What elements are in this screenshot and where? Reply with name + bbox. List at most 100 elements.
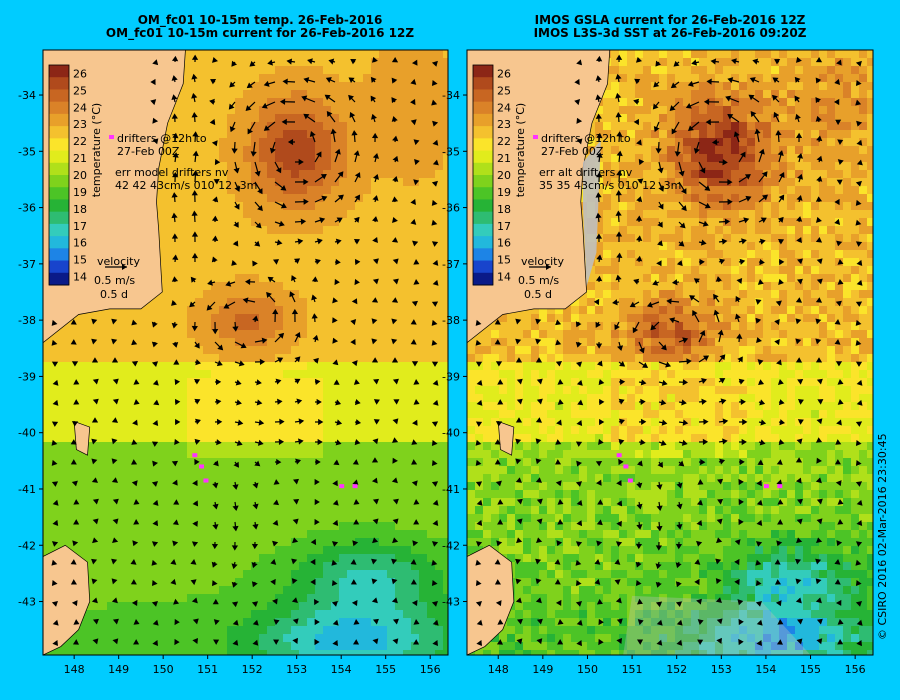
sst-cell (267, 122, 275, 130)
sst-cell (283, 290, 291, 298)
sst-cell (403, 282, 411, 290)
sst-cell (347, 474, 355, 482)
sst-cell (251, 554, 259, 562)
sst-cell (395, 570, 403, 578)
sst-cell (291, 650, 299, 655)
sst-cell (347, 450, 355, 458)
sst-cell (339, 642, 347, 650)
current-arrowhead (91, 477, 99, 483)
sst-cell (379, 154, 387, 162)
sst-cell (315, 362, 323, 370)
sst-cell (267, 434, 275, 442)
sst-cell (283, 514, 291, 522)
current-arrowhead (133, 519, 140, 525)
sst-cell (99, 354, 107, 362)
sst-cell (91, 562, 99, 570)
sst-cell (243, 218, 251, 226)
sst-cell (299, 466, 307, 474)
sst-cell (275, 530, 283, 538)
sst-cell (443, 234, 448, 242)
sst-cell (235, 522, 243, 530)
sst-cell (243, 250, 251, 258)
sst-cell (339, 154, 347, 162)
sst-cell (363, 490, 371, 498)
current-arrowhead (263, 125, 270, 131)
sst-cell (171, 202, 179, 210)
current-arrowhead (314, 478, 320, 486)
current-arrowhead (229, 126, 236, 133)
sst-cell (443, 66, 448, 74)
sst-cell (123, 538, 131, 546)
sst-cell (355, 250, 363, 258)
sst-cell (419, 202, 427, 210)
sst-cell (43, 354, 51, 362)
sst-cell (331, 234, 339, 242)
sst-cell (139, 490, 147, 498)
sst-cell (299, 650, 307, 655)
current-arrowhead (391, 77, 398, 84)
sst-cell (139, 370, 147, 378)
sst-cell (195, 330, 203, 338)
sst-cell (179, 322, 187, 330)
sst-cell (403, 210, 411, 218)
sst-cell (195, 362, 203, 370)
sst-cell (427, 458, 435, 466)
sst-cell (387, 634, 395, 642)
sst-cell (91, 586, 99, 594)
sst-cell (187, 442, 195, 450)
sst-cell (395, 450, 403, 458)
sst-cell (275, 386, 283, 394)
current-arrowhead (431, 79, 438, 86)
sst-cell (435, 410, 443, 418)
sst-cell (179, 362, 187, 370)
sst-cell (147, 354, 155, 362)
sst-cell (411, 514, 419, 522)
sst-cell (275, 546, 283, 554)
sst-cell (323, 586, 331, 594)
sst-cell (355, 450, 363, 458)
sst-cell (267, 298, 275, 306)
sst-cell (403, 474, 411, 482)
current-arrowhead (372, 438, 379, 445)
sst-cell (187, 154, 195, 162)
sst-cell (291, 346, 299, 354)
sst-cell (243, 618, 251, 626)
sst-cell (107, 594, 115, 602)
sst-cell (179, 562, 187, 570)
current-arrowhead (212, 580, 218, 587)
sst-cell (347, 634, 355, 642)
sst-cell (123, 306, 131, 314)
sst-cell (187, 354, 195, 362)
current-arrowhead (372, 153, 379, 159)
sst-cell (131, 474, 139, 482)
sst-cell (331, 322, 339, 330)
sst-cell (139, 306, 147, 314)
current-arrowhead (291, 578, 298, 585)
sst-cell (259, 66, 267, 74)
current-arrowhead (232, 505, 239, 512)
sst-cell (371, 402, 379, 410)
sst-cell (195, 546, 203, 554)
current-arrowhead (131, 361, 139, 367)
sst-cell (363, 146, 371, 154)
sst-cell (435, 130, 443, 138)
sst-cell (259, 530, 267, 538)
sst-cell (235, 578, 243, 586)
current-arrowhead (92, 618, 99, 625)
sst-cell (235, 218, 243, 226)
sst-cell (203, 554, 211, 562)
sst-cell (331, 450, 339, 458)
sst-cell (59, 370, 67, 378)
sst-cell (203, 250, 211, 258)
sst-cell (123, 338, 131, 346)
sst-cell (323, 554, 331, 562)
sst-cell (379, 538, 387, 546)
sst-cell (219, 170, 227, 178)
sst-cell (195, 634, 203, 642)
sst-cell (227, 66, 235, 74)
sst-cell (315, 250, 323, 258)
sst-cell (339, 226, 347, 234)
sst-cell (99, 538, 107, 546)
current-arrowhead (131, 319, 138, 326)
sst-cell (347, 282, 355, 290)
